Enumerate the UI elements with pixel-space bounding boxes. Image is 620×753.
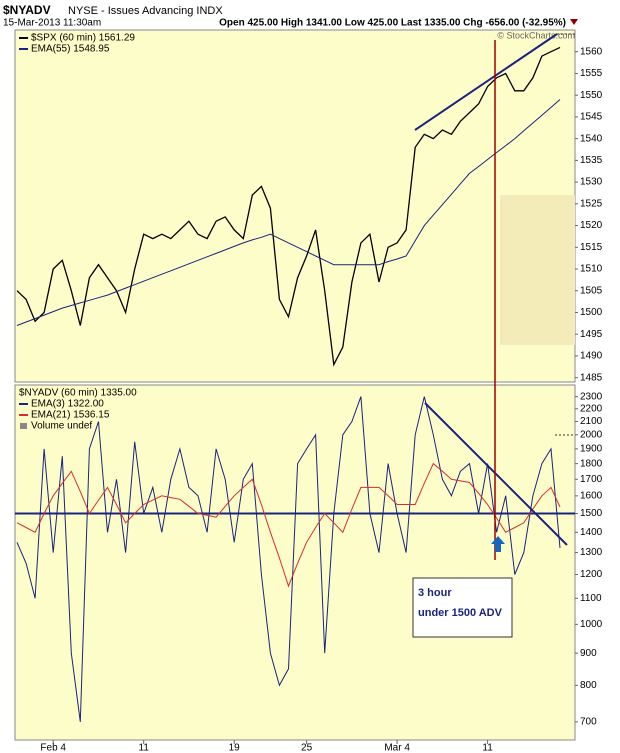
series-line [16, 99, 561, 326]
y-tick-label: 1490 [580, 351, 603, 362]
y-tick-label: 1515 [580, 242, 603, 253]
y-tick-label: 1400 [580, 527, 603, 538]
x-tick-label: Mar 4 [384, 743, 410, 753]
y-tick-label: 2200 [580, 403, 603, 414]
price-panel [14, 29, 576, 383]
annotation-box [412, 577, 513, 638]
description: NYSE - Issues Advancing INDX [68, 5, 223, 17]
y-tick-label: 1495 [580, 329, 603, 340]
x-tick-label: 11 [139, 743, 150, 753]
y-tick-label: 1550 [580, 90, 603, 101]
y-tick-label: 1560 [580, 46, 603, 57]
y-tick-label: 1500 [580, 307, 603, 318]
x-tick-label: Feb 4 [40, 743, 66, 753]
trend-line [414, 33, 558, 131]
y-tick-label: 1100 [580, 593, 602, 604]
series-line [16, 462, 561, 588]
y-tick-label: 1000 [580, 619, 603, 630]
y-tick-label: 1520 [580, 220, 603, 231]
y-tick-label: 1800 [580, 458, 603, 469]
panel-title: $NYADV (60 min) 1335.00 [19, 388, 137, 399]
x-tick-label: 25 [301, 743, 313, 753]
y-tick-label: 1540 [580, 133, 603, 144]
arrow-icon [570, 19, 578, 25]
y-tick-label: 1530 [580, 177, 603, 188]
y-tick-label: 1300 [580, 547, 603, 558]
trend-line [424, 402, 568, 546]
legend-swatch [20, 423, 27, 429]
legend-label: EMA(21) 1536.15 [31, 410, 110, 421]
series-line [16, 396, 561, 722]
y-tick-label: 1510 [580, 264, 603, 275]
quote: Open 425.00 High 1341.00 Low 425.00 Last… [219, 18, 566, 29]
annotation-text: under 1500 ADV [418, 607, 503, 619]
legend-label: $SPX (60 min) 1561.29 [31, 33, 135, 44]
annotation-text: 3 hour [418, 587, 452, 599]
legend-label: Volume undef [31, 421, 92, 432]
y-tick-label: 1500 [580, 508, 603, 519]
y-tick-label: 2300 [580, 391, 603, 402]
y-tick-label: 2000 [580, 429, 603, 440]
legend-label: EMA(3) 1322.00 [31, 399, 104, 410]
y-tick-label: 800 [580, 680, 597, 691]
y-tick-label: 1200 [580, 569, 603, 580]
y-tick-label: 1900 [580, 444, 603, 455]
y-tick-label: 1700 [580, 474, 603, 485]
y-tick-label: 900 [580, 648, 597, 659]
y-tick-label: 1555 [580, 68, 603, 79]
y-tick-label: 1535 [580, 155, 603, 166]
x-tick-label: 11 [482, 743, 493, 753]
y-tick-label: 1505 [580, 285, 603, 296]
series-line [16, 46, 561, 367]
legend-label: EMA(55) 1548.95 [31, 44, 110, 55]
y-tick-label: 1600 [580, 490, 603, 501]
y-tick-label: 1545 [580, 112, 603, 123]
y-tick-label: 1485 [580, 372, 603, 383]
x-tick-label: 19 [229, 743, 241, 753]
y-tick-label: 700 [580, 716, 597, 727]
up-arrow [491, 536, 505, 552]
shaded-zone [500, 195, 575, 345]
datetime: 15-Mar-2013 11:30am [3, 18, 101, 29]
breadth-panel [14, 384, 576, 741]
y-tick-label: 2100 [580, 416, 603, 427]
y-tick-label: 1525 [580, 198, 603, 209]
symbol: $NYADV [3, 3, 51, 17]
copyright: © StockCharts.com [497, 30, 575, 40]
